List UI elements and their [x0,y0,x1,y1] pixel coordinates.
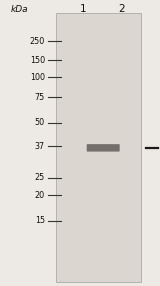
Text: 50: 50 [35,118,45,128]
Text: 20: 20 [35,190,45,200]
Text: 150: 150 [30,55,45,65]
Text: 250: 250 [30,37,45,46]
Text: 15: 15 [35,216,45,225]
Text: 25: 25 [35,173,45,182]
Text: 2: 2 [118,4,125,14]
Text: kDa: kDa [10,5,28,14]
Text: 37: 37 [35,142,45,151]
Text: 1: 1 [80,4,87,14]
FancyBboxPatch shape [87,144,120,152]
Text: 100: 100 [30,73,45,82]
Bar [56,13,141,282]
Text: 75: 75 [35,93,45,102]
